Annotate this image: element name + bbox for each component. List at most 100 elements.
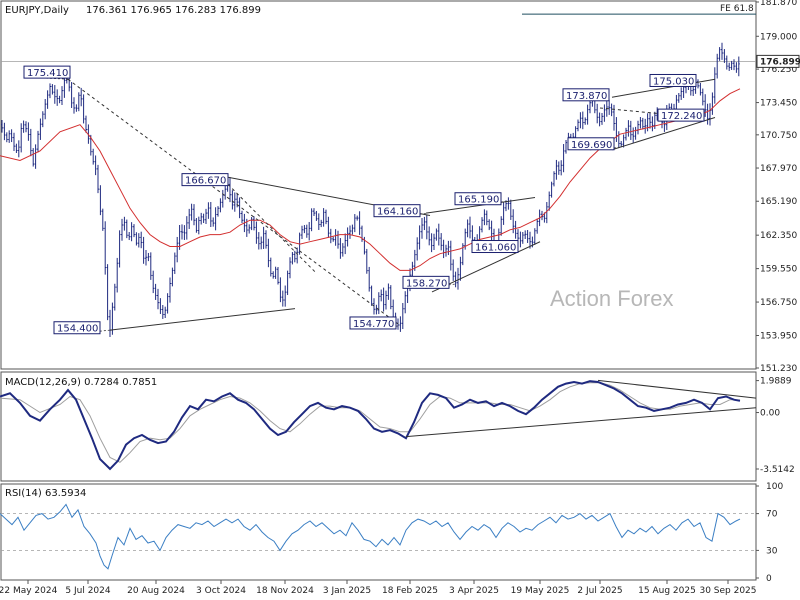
price-bar: [308, 222, 311, 241]
date-tick-label: 3 Oct 2024: [196, 586, 246, 596]
price-bar: [514, 220, 517, 239]
price-bar: [718, 47, 721, 61]
price-bar: [680, 87, 683, 100]
price-annotation-label: 175.030: [653, 76, 694, 87]
price-bar: [133, 224, 135, 238]
price-bar: [29, 128, 32, 157]
price-bar: [58, 95, 61, 104]
price-bar: [550, 181, 553, 198]
price-bar: [161, 305, 164, 319]
price-bar: [166, 293, 169, 314]
price-bar: [723, 49, 726, 63]
price-bar: [349, 225, 351, 239]
price-bar: [339, 238, 342, 259]
price-annotation: 164.160: [373, 204, 427, 218]
macd-tick-label: -3.5142: [760, 465, 795, 475]
price-bar: [289, 257, 291, 279]
price-bar: [416, 237, 419, 261]
price-bar: [632, 127, 635, 144]
price-bar: [488, 219, 491, 231]
price-bar: [521, 232, 524, 244]
price-annotation-label: 175.410: [27, 68, 68, 79]
price-tick-label: 153.950: [760, 332, 797, 342]
macd-line: [0, 380, 741, 471]
price-bar: [3, 122, 6, 141]
price-tick-label: 179.000: [760, 32, 797, 42]
price-bar: [301, 225, 303, 240]
price-bar: [423, 216, 426, 231]
date-tick-label: 19 May 2025: [511, 586, 570, 596]
price-bar: [325, 209, 327, 225]
price-bar: [449, 240, 452, 271]
price-annotation: 169.690: [567, 137, 621, 151]
price-annotation-label: 172.240: [661, 111, 702, 122]
price-trendline: [611, 117, 716, 151]
price-bar: [725, 55, 728, 70]
price-tick-label: 156.750: [760, 298, 797, 308]
date-tick-label: 20 Aug 2024: [127, 586, 185, 596]
price-bar: [421, 218, 423, 239]
date-tick-label: 18 Feb 2025: [382, 586, 438, 596]
price-trendline: [431, 241, 541, 293]
price-bar: [601, 112, 603, 125]
price-annotation-label: 154.400: [57, 324, 98, 335]
price-bar: [466, 219, 469, 238]
price-bar: [435, 228, 438, 241]
rsi-line: [0, 503, 741, 570]
price-annotation-label: 169.690: [571, 140, 612, 151]
price-bar: [202, 213, 205, 224]
price-bar: [507, 197, 510, 210]
price-bar: [125, 219, 128, 239]
price-bar: [651, 116, 654, 132]
price-bar: [629, 120, 632, 140]
price-bar: [128, 231, 131, 241]
price-tick-label: 173.450: [760, 99, 797, 109]
price-bar: [272, 271, 275, 279]
price-bar: [212, 217, 215, 227]
price-bar: [53, 85, 56, 104]
date-tick-label: 18 Nov 2024: [256, 586, 314, 596]
macd-axis: 1.9889 0.00 -3.5142: [756, 377, 795, 475]
rsi-tick-label: 30: [766, 546, 778, 556]
price-bar: [51, 84, 54, 95]
price-bar: [401, 303, 404, 330]
price-bar: [104, 221, 107, 275]
price-annotation-label: 173.870: [566, 91, 607, 102]
price-bar: [27, 122, 30, 141]
price-bar: [241, 210, 243, 224]
price-tick-label: 162.350: [760, 231, 797, 241]
price-bar: [250, 217, 253, 231]
price-bar: [615, 117, 618, 142]
price-bar: [509, 199, 512, 220]
price-bar: [44, 99, 47, 120]
price-bar: [373, 298, 375, 315]
price-trendline: [67, 78, 401, 326]
price-bar: [346, 227, 349, 247]
price-bar: [56, 89, 59, 106]
price-bar: [622, 134, 625, 148]
price-tick-label: 176.250: [760, 65, 797, 75]
price-bar: [185, 216, 188, 240]
price-bar: [483, 209, 486, 226]
price-bar: [286, 270, 289, 296]
price-bar: [10, 129, 13, 143]
price-bar: [430, 233, 433, 253]
price-bar: [142, 236, 145, 264]
date-tick-label: 2 Jul 2025: [577, 586, 622, 596]
price-trendline: [227, 184, 317, 274]
current-price-label: 176.899: [760, 57, 800, 67]
price-annotation-label: 154.770: [353, 319, 394, 330]
current-price-box: [756, 54, 800, 68]
price-bar: [80, 87, 83, 107]
price-bar: [721, 42, 723, 60]
price-annotation: 166.670: [181, 173, 229, 187]
price-bar: [296, 247, 299, 264]
price-bar: [293, 250, 296, 263]
price-bar: [99, 185, 102, 216]
price-bar: [34, 144, 37, 169]
price-bar: [557, 161, 560, 175]
price-annotation: 165.190: [454, 192, 509, 206]
price-bar: [73, 97, 75, 114]
date-axis: 22 May 2024 5 Jul 2024 20 Aug 2024 3 Oct 20…: [0, 580, 757, 596]
